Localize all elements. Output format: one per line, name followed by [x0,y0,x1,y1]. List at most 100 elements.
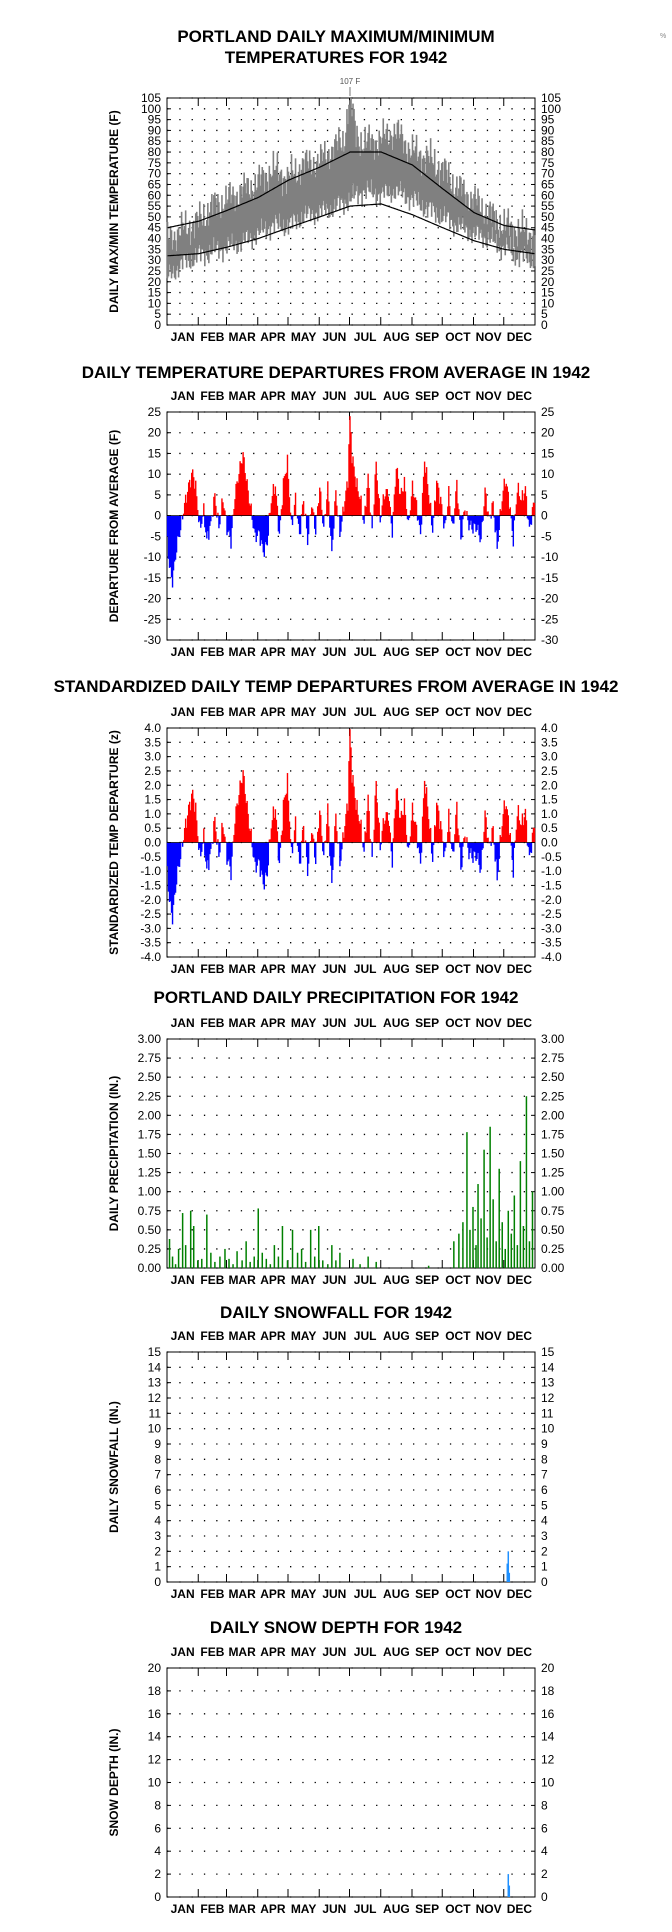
y-tick-label: 11 [541,1406,554,1420]
y-tick-label: 0 [154,509,161,523]
y-tick-label: 95 [541,113,555,127]
y-axis-label: DAILY SNOWFALL (IN.) [107,1401,121,1533]
y-tick-label: 0.25 [541,1242,565,1256]
y-tick-label: 70 [148,167,162,181]
y-tick-label: 5 [541,307,548,321]
y-tick-label: 20 [541,275,555,289]
month-label: MAR [228,389,256,403]
y-tick-label: 2.0 [144,778,161,792]
month-label: FEB [200,1645,224,1659]
month-label: MAY [291,1645,317,1659]
y-tick-label: 20 [541,1661,555,1675]
month-label: AUG [383,1016,410,1030]
y-tick-label: 5 [154,307,161,321]
y-tick-label: 8 [154,1452,161,1466]
month-label: MAY [291,389,317,403]
y-tick-label: 2.75 [541,1051,565,1065]
record-annotation: 107 F [340,77,361,86]
y-tick-label: 55 [541,199,555,213]
month-label: AUG [383,1587,410,1601]
y-tick-label: 14 [541,1730,555,1744]
month-label: JUL [354,1329,377,1343]
y-tick-label: -4.0 [541,950,562,964]
month-label: JUN [322,705,346,719]
y-tick-label: 35 [541,242,555,256]
month-label: MAR [228,1902,256,1916]
month-label: JUN [322,1902,346,1916]
y-tick-label: 25 [148,405,162,419]
chart-temps: PORTLAND DAILY MAXIMUM/MINIMUM TEMPERATUR… [107,27,561,344]
y-axis-label: STANDARDIZED TEMP DEPARTURE (z) [107,730,121,955]
y-tick-label: 95 [148,113,162,127]
month-label: DEC [507,1016,533,1030]
month-label: FEB [200,962,224,976]
y-tick-label: 2.25 [138,1089,162,1103]
month-label: JAN [171,1329,195,1343]
month-label: JUL [354,705,377,719]
y-tick-label: 2.00 [541,1108,565,1122]
chart-title: DAILY SNOWFALL FOR 1942 [220,1303,452,1322]
y-tick-label: 1.0 [541,807,558,821]
y-tick-label: 75 [541,156,555,170]
month-label: MAY [291,1329,317,1343]
y-tick-label: 40 [148,232,162,246]
y-tick-label: 14 [541,1360,555,1374]
y-tick-label: 9 [154,1437,161,1451]
y-tick-label: 10 [148,467,162,481]
month-label: DEC [507,962,533,976]
y-tick-label: 10 [541,1422,555,1436]
y-tick-label: 3.00 [138,1032,162,1046]
y-tick-label: -3.0 [140,921,161,935]
y-tick-label: 25 [541,264,555,278]
month-label: APR [260,1902,286,1916]
month-label: JUN [322,1329,346,1343]
month-label: AUG [383,1273,410,1287]
y-tick-label: -25 [541,612,559,626]
month-label: NOV [476,1016,502,1030]
y-tick-label: 40 [541,232,555,246]
y-tick-label: -3.5 [541,936,562,950]
y-tick-label: 0.75 [541,1204,565,1218]
y-tick-label: 2.0 [541,778,558,792]
month-label: MAY [291,705,317,719]
y-tick-label: 0.5 [541,821,558,835]
y-tick-label: 0.0 [144,836,161,850]
month-label: NOV [476,705,502,719]
y-tick-label: 0.00 [138,1261,162,1275]
y-tick-label: -10 [541,550,559,564]
month-label: JUL [354,330,377,344]
month-label: APR [260,1645,286,1659]
month-label: NOV [476,389,502,403]
month-label: JUN [322,1016,346,1030]
y-tick-label: 1.0 [144,807,161,821]
month-label: AUG [383,1329,410,1343]
y-tick-label: -2.5 [541,907,562,921]
y-tick-label: -15 [541,571,559,585]
month-label: FEB [200,1273,224,1287]
y-tick-label: 7 [154,1468,161,1482]
month-label: OCT [445,1273,471,1287]
y-tick-label: 20 [148,1661,162,1675]
y-tick-label: 4 [154,1844,161,1858]
y-tick-label: 0.50 [138,1223,162,1237]
y-tick-label: 25 [148,264,162,278]
y-tick-label: 25 [541,405,555,419]
month-label: APR [260,1273,286,1287]
month-label: FEB [200,330,224,344]
month-label: JAN [171,705,195,719]
y-tick-label: 0.0 [541,836,558,850]
month-label: NOV [476,1587,502,1601]
chart-title: DAILY TEMPERATURE DEPARTURES FROM AVERAG… [82,363,591,382]
y-tick-label: 45 [541,221,555,235]
month-label: JAN [171,1273,195,1287]
y-tick-label: 16 [541,1707,555,1721]
y-tick-label: 4 [154,1514,161,1528]
y-tick-label: 6 [541,1821,548,1835]
y-tick-label: 1.00 [138,1185,162,1199]
y-tick-label: 70 [541,167,555,181]
month-label: AUG [383,645,410,659]
month-label: APR [260,1329,286,1343]
y-tick-label: 65 [541,177,555,191]
y-tick-label: 5 [154,1498,161,1512]
y-tick-label: -5 [541,529,552,543]
